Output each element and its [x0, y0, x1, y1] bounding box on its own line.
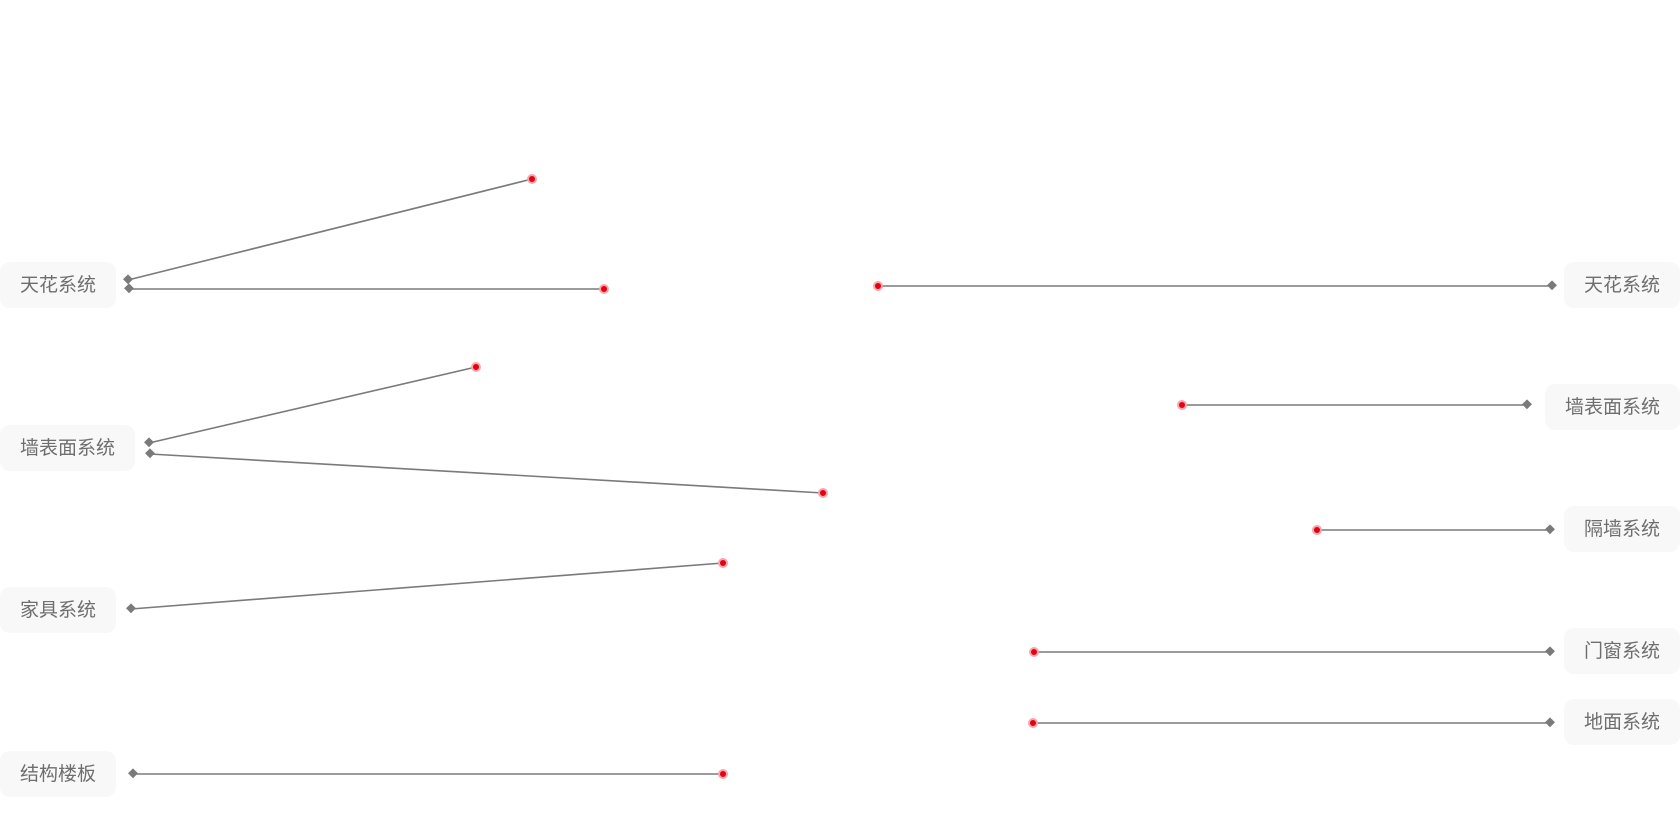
label-left-wall-surface-system[interactable]: 墙表面系统 [0, 425, 136, 471]
connector-right-partition [1312, 524, 1555, 535]
label-right-ceiling-system[interactable]: 天花系统 [1563, 262, 1680, 308]
hotspot-marker[interactable] [1312, 525, 1322, 535]
connector-right-floor [1028, 717, 1555, 728]
label-left-furniture-system[interactable]: 家具系统 [0, 587, 117, 633]
hotspot-marker[interactable] [1029, 647, 1039, 657]
connector-left-wall-surface-2 [145, 448, 828, 498]
label-right-wall-surface-system[interactable]: 墙表面系统 [1544, 384, 1680, 430]
hotspot-marker[interactable] [1028, 718, 1038, 728]
hotspot-marker[interactable] [1177, 400, 1187, 410]
label-text: 家具系统 [20, 599, 97, 621]
connector-left-structural-slab [128, 768, 728, 779]
label-text: 门窗系统 [1583, 640, 1660, 662]
label-right-partition-system[interactable]: 隔墙系统 [1563, 506, 1680, 552]
connector-left-ceiling-2 [124, 283, 609, 294]
connector-right-doors-windows [1029, 646, 1555, 657]
label-left-structural-slab[interactable]: 结构楼板 [0, 751, 117, 797]
label-right-doors-windows-system[interactable]: 门窗系统 [1563, 628, 1680, 674]
connector-left-wall-surface-1 [144, 362, 481, 448]
hotspot-marker[interactable] [718, 558, 728, 568]
label-text: 墙表面系统 [20, 437, 116, 459]
connector-right-ceiling [873, 280, 1557, 291]
hotspot-marker[interactable] [873, 281, 883, 291]
label-text: 天花系统 [1583, 274, 1660, 296]
hotspot-marker[interactable] [718, 769, 728, 779]
label-right-floor-system[interactable]: 地面系统 [1563, 699, 1680, 745]
label-text: 天花系统 [20, 274, 97, 296]
hotspot-marker[interactable] [527, 174, 537, 184]
hotspot-marker[interactable] [471, 362, 481, 372]
label-text: 结构楼板 [20, 763, 97, 785]
hotspot-marker[interactable] [599, 284, 609, 294]
hotspot-marker[interactable] [818, 488, 828, 498]
connector-left-furniture [126, 558, 728, 614]
connector-right-wall-surface [1177, 399, 1532, 410]
connector-left-ceiling-1 [123, 174, 537, 285]
label-text: 隔墙系统 [1583, 518, 1660, 540]
label-text: 地面系统 [1583, 711, 1660, 733]
label-text: 墙表面系统 [1564, 396, 1660, 418]
label-left-ceiling-system[interactable]: 天花系统 [0, 262, 117, 308]
